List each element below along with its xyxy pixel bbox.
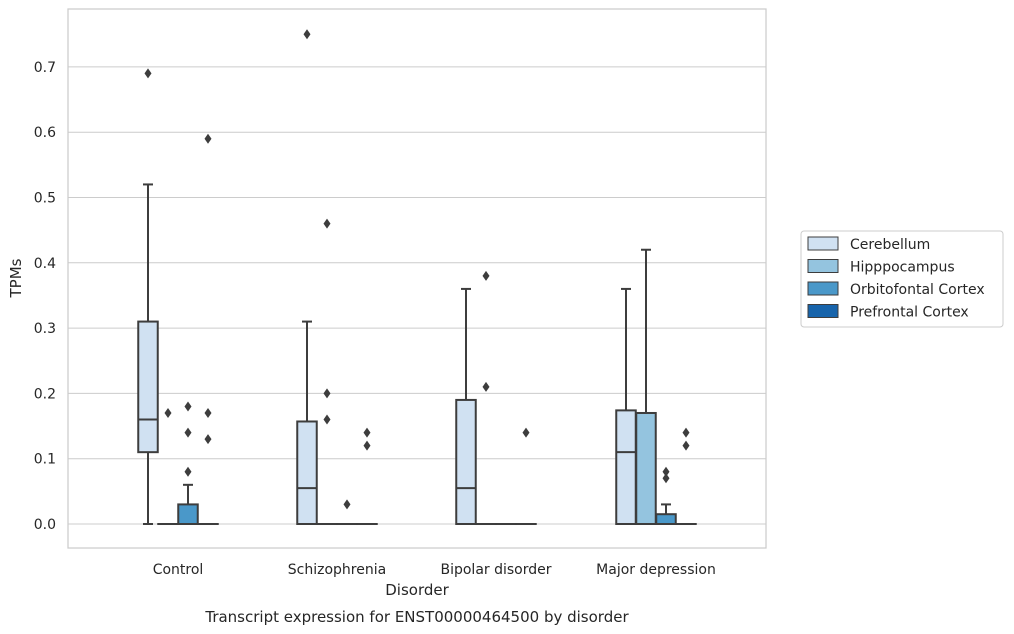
y-tick-label: 0.2	[34, 386, 56, 402]
box-prefrontal-cortex	[515, 427, 537, 526]
outlier-point	[662, 473, 670, 484]
outlier-point	[363, 440, 371, 451]
outlier-point	[323, 218, 331, 229]
box-body	[615, 409, 637, 525]
outlier-point	[682, 440, 690, 451]
y-axis-label: TPMs	[7, 258, 25, 298]
outlier-point	[482, 381, 490, 392]
outlier-point	[144, 68, 152, 79]
outlier-point	[204, 133, 212, 144]
y-tick-label: 0.6	[34, 125, 56, 141]
y-tick-label: 0.7	[34, 60, 56, 76]
box-hipppocampus	[316, 218, 338, 526]
box-body	[137, 320, 159, 454]
box-body	[296, 420, 318, 526]
box-series	[137, 29, 697, 526]
outlier-point	[522, 427, 530, 438]
legend-frame	[800, 230, 1004, 328]
y-tick-labels: 0.0 0.1 0.2 0.3 0.4 0.5 0.6 0.7	[34, 60, 56, 533]
box-body	[455, 398, 477, 525]
outlier-point	[204, 434, 212, 445]
box-orbitofontal-cortex	[177, 401, 199, 526]
box-body	[655, 513, 677, 526]
x-axis-label: Disorder	[385, 581, 449, 599]
y-tick-label: 0.5	[34, 191, 56, 207]
box-cerebellum	[137, 68, 159, 525]
outlier-point	[323, 388, 331, 399]
box-hipppocampus	[635, 248, 657, 525]
box-body	[177, 503, 199, 526]
outlier-point	[204, 407, 212, 418]
legend: Cerebellum Hipppocampus Orbitofontal Corte…	[800, 230, 1004, 328]
chart-caption: Transcript expression for ENST0000046450…	[204, 608, 629, 626]
box-cerebellum	[296, 29, 318, 526]
outlier-point	[164, 407, 172, 418]
x-tick-label: Control	[153, 562, 204, 578]
x-tick-label: Bipolar disorder	[440, 562, 551, 578]
box-prefrontal-cortex	[356, 427, 378, 526]
y-tick-label: 0.4	[34, 256, 56, 272]
plot-area	[68, 9, 766, 548]
legend-swatch	[807, 259, 839, 273]
y-tick-label: 0.1	[34, 452, 56, 468]
legend-label: Prefrontal Cortex	[850, 305, 969, 321]
outlier-point	[363, 427, 371, 438]
outlier-point	[682, 427, 690, 438]
outlier-point	[482, 270, 490, 281]
outlier-point	[184, 401, 192, 412]
box-prefrontal-cortex	[197, 133, 219, 526]
outlier-point	[184, 466, 192, 477]
box-cerebellum	[455, 287, 477, 525]
x-tick-label: Major depression	[596, 562, 716, 578]
outlier-point	[303, 29, 311, 40]
legend-label: Hipppocampus	[850, 260, 955, 276]
x-tick-label: Schizophrenia	[288, 562, 386, 578]
outlier-point	[323, 414, 331, 425]
box-orbitofontal-cortex	[655, 466, 677, 526]
y-tick-label: 0.0	[34, 517, 56, 533]
box-prefrontal-cortex	[675, 427, 697, 526]
gridlines	[68, 66, 766, 525]
y-tick-label: 0.3	[34, 321, 56, 337]
outlier-point	[662, 466, 670, 477]
legend-swatch	[807, 236, 839, 251]
box-body	[635, 411, 657, 525]
box-hipppocampus	[475, 270, 497, 526]
x-tick-labels: Control Schizophrenia Bipolar disorder Majo…	[153, 562, 716, 578]
legend-label: Cerebellum	[850, 237, 930, 253]
outlier-point	[184, 427, 192, 438]
legend-label: Orbitofontal Cortex	[850, 282, 985, 298]
legend-swatch	[807, 281, 839, 296]
legend-swatch	[807, 304, 839, 318]
outlier-point	[343, 499, 351, 510]
plot-frame	[67, 8, 767, 549]
